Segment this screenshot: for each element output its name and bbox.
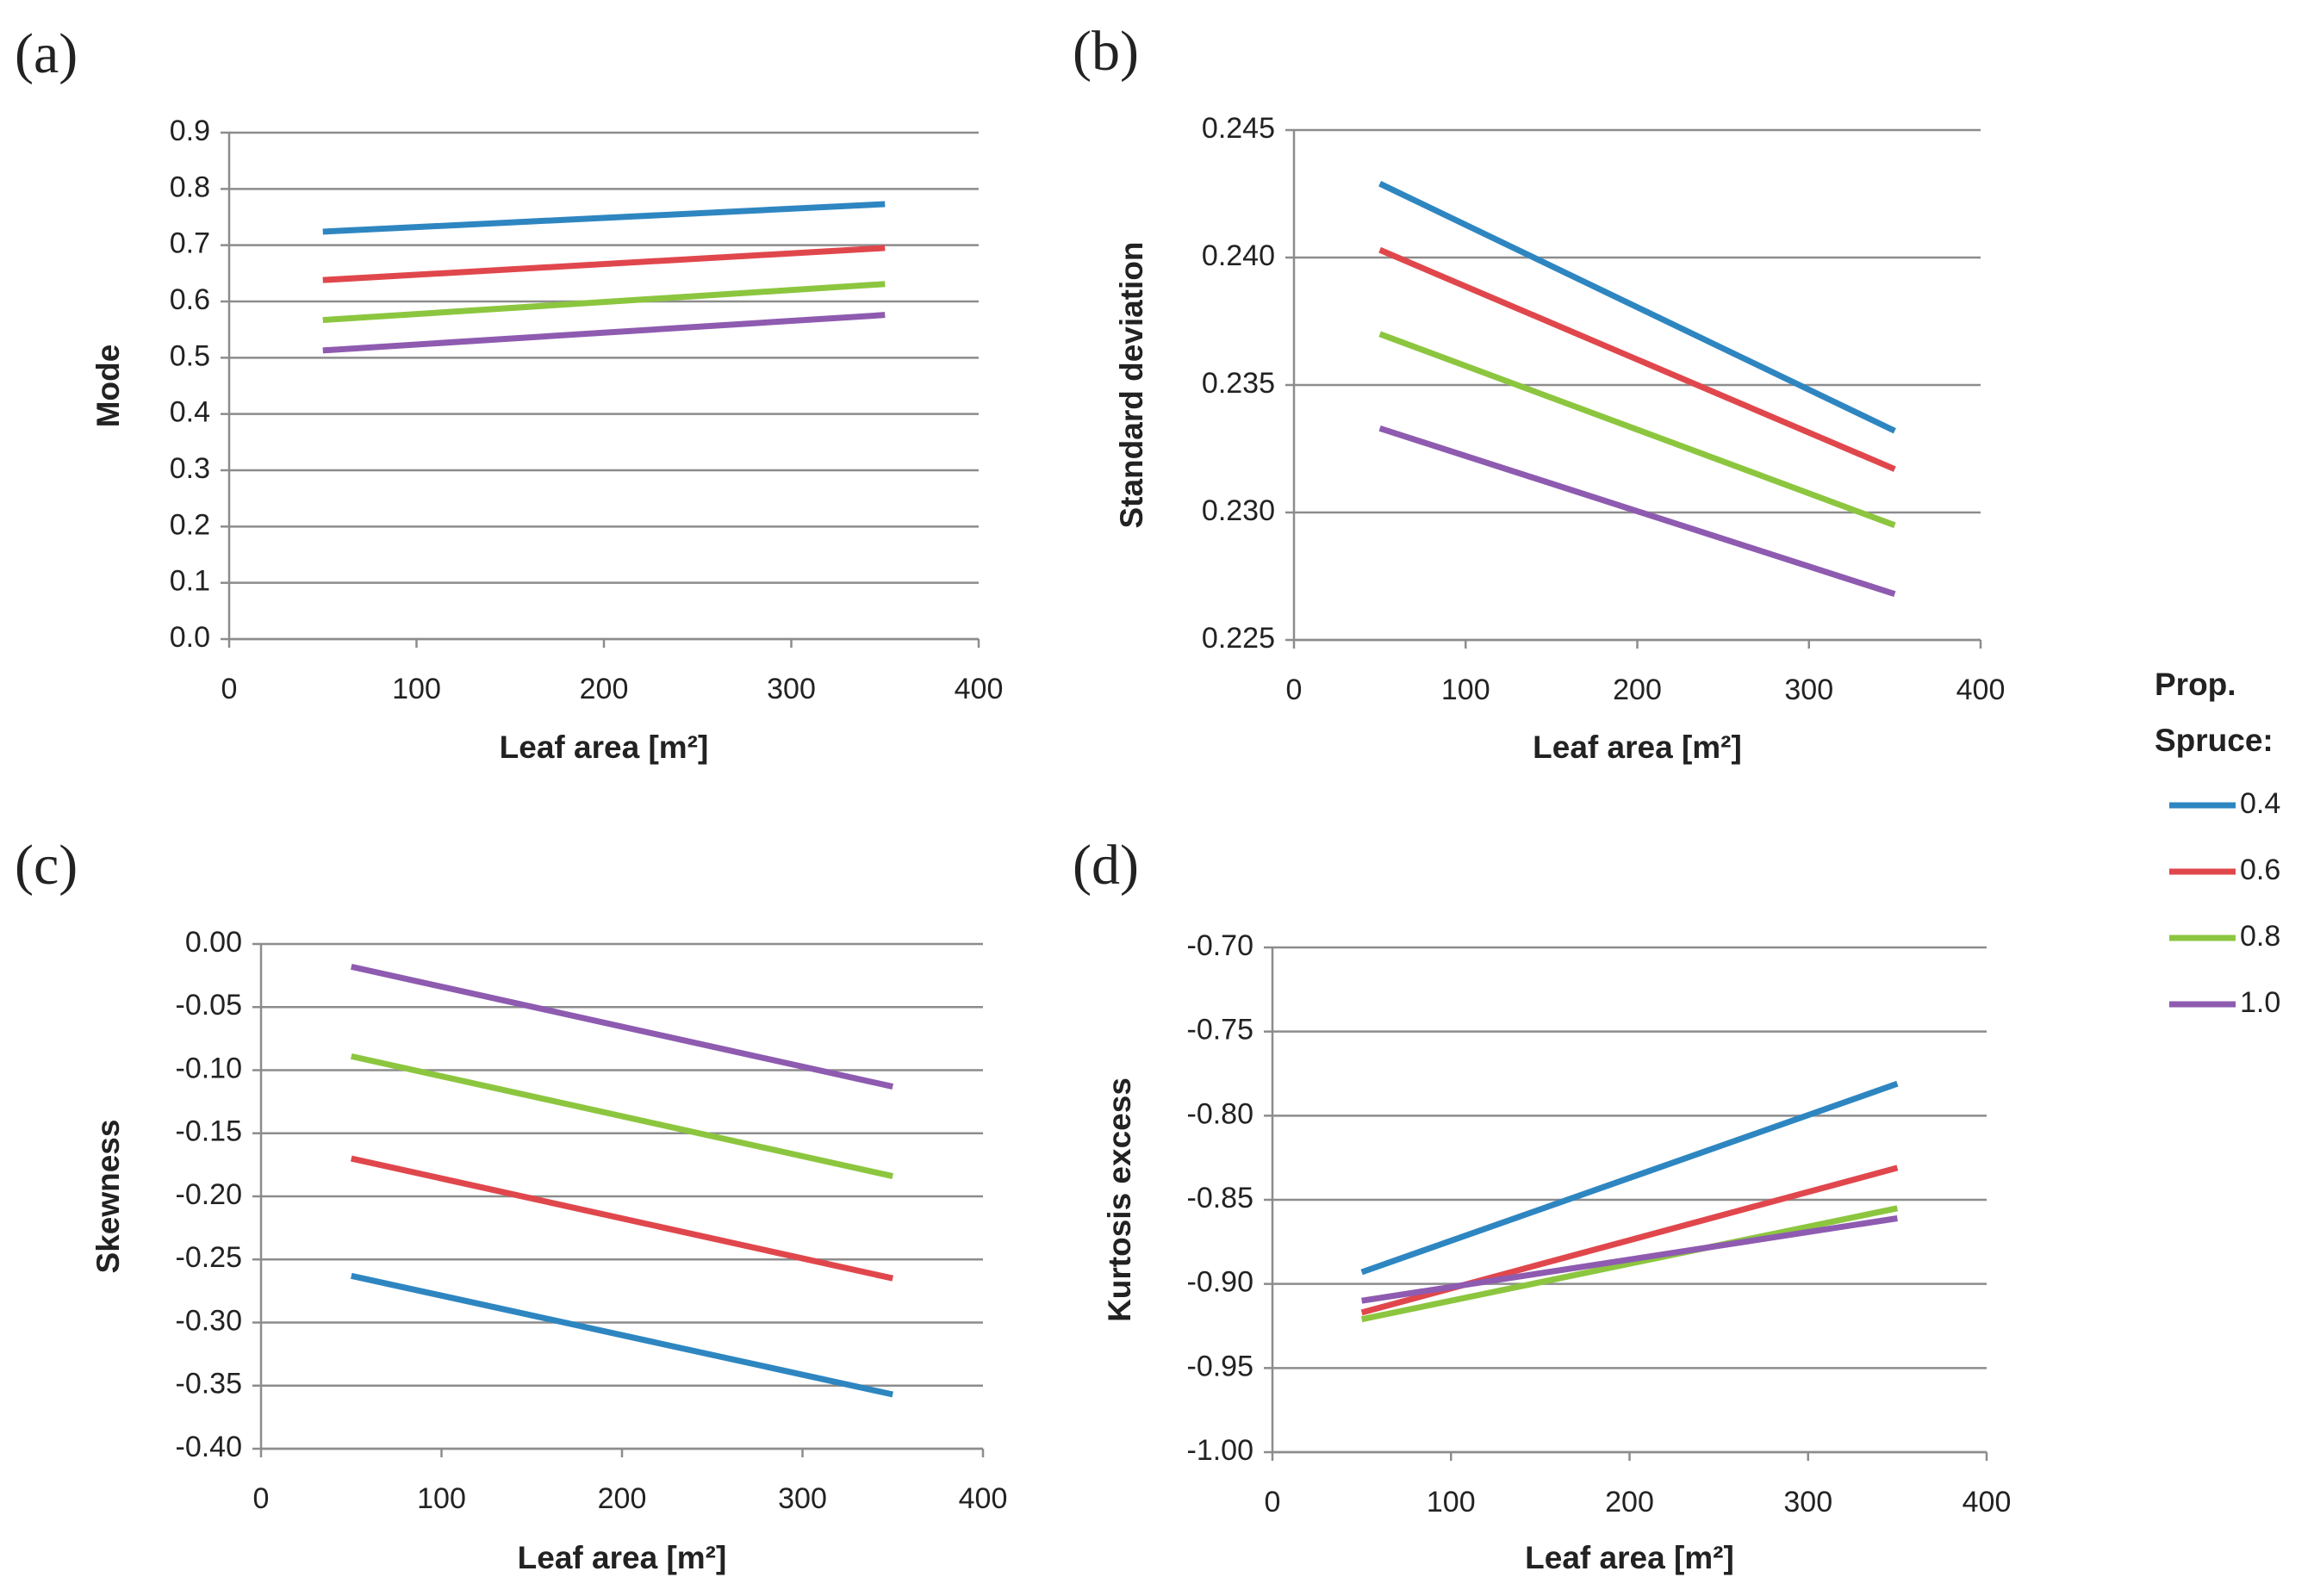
series-line [1378, 246, 1896, 472]
y-tick-label: 0.240 [1202, 239, 1275, 272]
y-tick-label: 0.3 [170, 452, 210, 485]
y-tick-label: 0.230 [1202, 494, 1275, 527]
x-tick-label: 0 [221, 673, 238, 705]
y-tick-label: -0.70 [1187, 929, 1254, 962]
y-tick-label: -0.40 [176, 1431, 243, 1463]
x-tick-label: 100 [1427, 1486, 1476, 1518]
y-tick-label: -0.90 [1187, 1266, 1254, 1299]
series-line [350, 963, 894, 1090]
x-tick-label: 300 [1783, 1486, 1832, 1518]
series-line [351, 1272, 893, 1398]
y-tick-label: -0.75 [1187, 1014, 1254, 1046]
legend-label: 0.4 [2240, 787, 2280, 820]
x-tick-label: 200 [598, 1482, 647, 1515]
x-tick-label: 300 [778, 1482, 827, 1515]
legend-label: 1.0 [2240, 986, 2280, 1019]
y-tick-label: 0.7 [170, 227, 210, 260]
series-line [350, 1155, 894, 1282]
x-tick-label: 100 [417, 1482, 466, 1515]
x-tick-label: 400 [959, 1482, 1008, 1515]
y-tick-label: 0.225 [1202, 622, 1275, 655]
series-line [322, 281, 886, 324]
x-tick-label: 400 [1956, 674, 2006, 706]
y-tick-label: -1.00 [1187, 1434, 1254, 1467]
y-tick-label: -0.85 [1187, 1182, 1254, 1214]
y-axis-title: Skewness [90, 1120, 126, 1274]
y-tick-label: -0.95 [1187, 1350, 1254, 1382]
y-tick-label: 0.9 [170, 115, 210, 147]
y-axis-title: Kurtosis excess [1102, 1077, 1137, 1322]
y-tick-label: 0.245 [1202, 112, 1275, 145]
y-tick-label: -0.30 [176, 1304, 243, 1337]
y-tick-label: -0.80 [1187, 1097, 1254, 1130]
x-tick-label: 400 [1963, 1486, 2012, 1518]
x-tick-label: 0 [1286, 674, 1303, 706]
y-tick-label: -0.20 [176, 1178, 243, 1211]
panel-label: (a) [15, 22, 78, 85]
x-axis-title: Leaf area [m²] [518, 1540, 727, 1575]
series-line [322, 201, 886, 235]
y-axis-title: Mode [90, 345, 126, 428]
x-tick-label: 100 [1441, 674, 1490, 706]
x-axis-title: Leaf area [m²] [500, 730, 709, 765]
y-tick-label: 0.2 [170, 508, 210, 541]
y-tick-label: -0.25 [176, 1241, 243, 1274]
y-tick-label: 0.1 [170, 565, 210, 598]
x-tick-label: 300 [767, 673, 816, 705]
series-line [322, 245, 886, 283]
x-tick-label: 100 [392, 673, 441, 705]
series-line [1361, 1215, 1898, 1304]
x-tick-label: 200 [1613, 674, 1662, 706]
series-line [1378, 331, 1896, 529]
panel-label: (d) [1073, 834, 1139, 897]
y-tick-label: 0.6 [170, 283, 210, 316]
y-tick-label: 0.235 [1202, 367, 1275, 400]
series-line [350, 1053, 894, 1179]
x-axis-title: Leaf area [m²] [1525, 1540, 1734, 1575]
y-tick-label: -0.05 [176, 989, 243, 1022]
y-tick-label: 0.00 [185, 926, 242, 959]
y-axis-title: Standard deviation [1114, 241, 1149, 528]
x-tick-label: 0 [253, 1482, 270, 1515]
series-line [1360, 1205, 1899, 1323]
x-axis-title: Leaf area [m²] [1533, 730, 1742, 765]
y-tick-label: -0.35 [176, 1368, 243, 1400]
series-line [1378, 181, 1896, 434]
y-tick-label: 0.8 [170, 171, 210, 203]
panel-label: (c) [15, 834, 78, 897]
y-tick-label: -0.10 [176, 1052, 243, 1084]
y-tick-label: 0.0 [170, 621, 210, 654]
legend-label: 0.6 [2240, 854, 2280, 886]
series-line [1360, 1080, 1899, 1276]
x-tick-label: 200 [580, 673, 629, 705]
legend-title: Spruce: [2155, 723, 2274, 758]
x-tick-label: 400 [955, 673, 1004, 705]
legend-label: 0.8 [2240, 920, 2280, 953]
x-tick-label: 200 [1605, 1486, 1654, 1518]
x-tick-label: 300 [1784, 674, 1833, 706]
y-tick-label: 0.5 [170, 339, 210, 372]
y-tick-label: 0.4 [170, 396, 210, 429]
x-tick-label: 0 [1265, 1486, 1281, 1518]
panel-label: (b) [1073, 20, 1139, 83]
series-line [1378, 425, 1896, 598]
y-tick-label: -0.15 [176, 1115, 243, 1148]
legend-title: Prop. [2155, 667, 2236, 702]
series-line [322, 312, 886, 354]
